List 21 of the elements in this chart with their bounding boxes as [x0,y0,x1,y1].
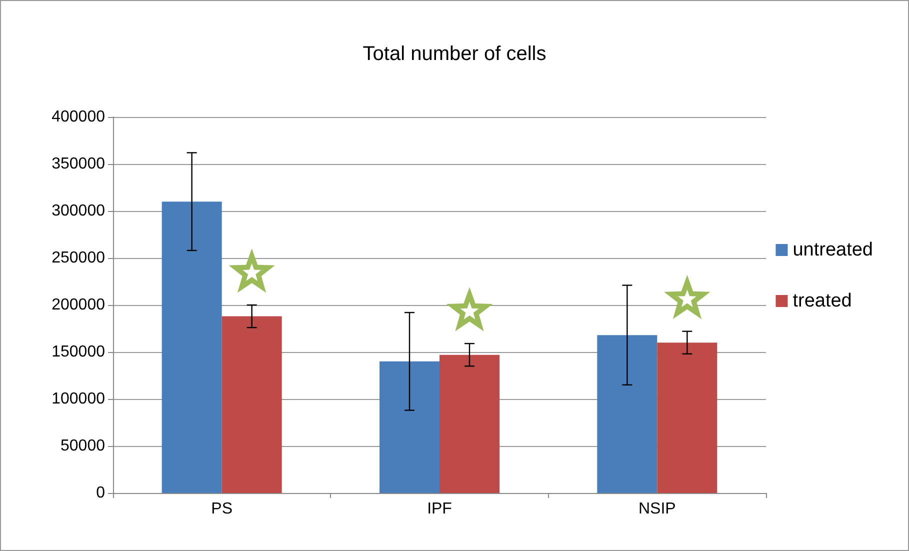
bar [222,316,282,493]
bar [380,361,440,493]
y-tick-label: 0 [96,484,106,502]
y-tick-label: 250000 [52,250,106,266]
y-tick-label: 150000 [52,344,106,360]
y-tick-label: 50000 [60,438,106,454]
y-tick-label: 400000 [52,108,106,126]
y-tick-label: 100000 [52,390,106,408]
x-tick-label: IPF [427,500,452,518]
legend-label: untreated [792,240,874,260]
y-tick-label: 350000 [52,156,106,172]
bar [657,342,718,493]
bar [597,335,658,493]
x-tick-label: PS [211,500,233,518]
y-tick-label: 300000 [52,202,106,220]
bar [162,202,222,493]
chart-title: Total number of cells [362,43,546,65]
x-tick-label: NSIP [638,500,676,518]
legend-label: treated [792,290,852,312]
bar [440,354,500,493]
y-tick-label: 200000 [52,296,106,314]
